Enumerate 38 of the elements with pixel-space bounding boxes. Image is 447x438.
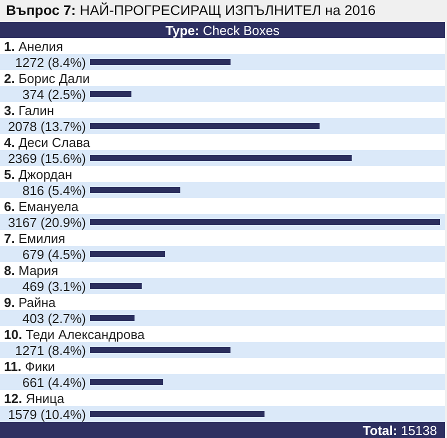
data-label: 469 (3.1%) — [22, 279, 86, 294]
bar — [90, 155, 352, 161]
annotation: Type: Check Boxes — [166, 23, 280, 38]
data-label: 403 (2.7%) — [22, 311, 86, 326]
y-tick-label: 6. Емануела — [4, 199, 80, 214]
data-label: 661 (4.4%) — [22, 375, 86, 390]
y-tick-label: 9. Райна — [4, 295, 56, 310]
data-label: 1579 (10.4%) — [8, 407, 86, 422]
bar — [90, 347, 230, 353]
bar — [90, 411, 265, 417]
data-label: 1272 (8.4%) — [15, 55, 86, 70]
y-tick-label: 5. Джордан — [4, 167, 72, 182]
y-tick-label: 3. Галин — [4, 103, 54, 118]
y-tick-label: 4. Деси Слава — [4, 135, 91, 150]
bar — [90, 187, 180, 193]
y-tick-label: 10. Теди Александрова — [4, 327, 146, 342]
chart-title: Въпрос 7: НАЙ-ПРОГРЕСИРАЩ ИЗПЪЛНИТЕЛ на 2016 — [6, 2, 376, 18]
data-label: 374 (2.5%) — [22, 87, 86, 102]
data-label: 816 (5.4%) — [22, 183, 86, 198]
data-label: 679 (4.5%) — [22, 247, 86, 262]
data-label: 3167 (20.9%) — [8, 215, 86, 230]
data-label: 1271 (8.4%) — [15, 343, 86, 358]
bar — [90, 283, 142, 289]
bar — [90, 315, 135, 321]
data-label: 2078 (13.7%) — [8, 119, 86, 134]
data-label: 2369 (15.6%) — [8, 151, 86, 166]
bar — [90, 379, 164, 385]
bar — [90, 123, 320, 129]
y-tick-label: 2. Борис Дали — [4, 71, 90, 86]
y-tick-label: 1. Анелия — [4, 39, 64, 54]
bar — [90, 251, 166, 257]
y-tick-label: 7. Емилия — [4, 231, 66, 246]
text: Total: 15138 — [362, 423, 437, 438]
y-tick-label: 8. Мария — [4, 263, 58, 278]
bar — [90, 59, 231, 65]
y-tick-label: 11. Фики — [4, 359, 56, 374]
y-tick-label: 12. Яница — [4, 391, 65, 406]
bar — [90, 91, 132, 97]
